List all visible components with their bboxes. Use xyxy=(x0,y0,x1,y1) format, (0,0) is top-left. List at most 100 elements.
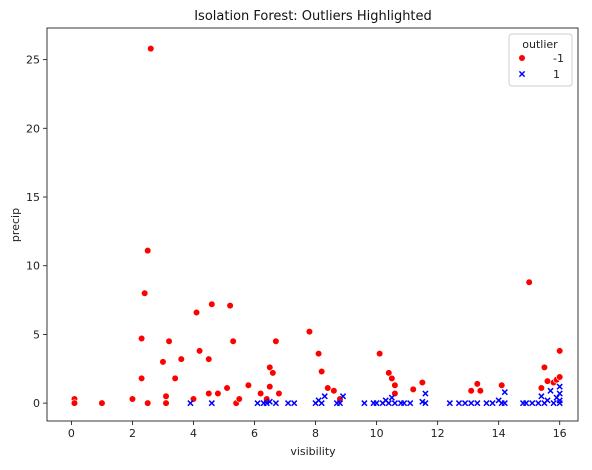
legend-label: 1 xyxy=(553,68,560,81)
outlier-point xyxy=(498,381,506,389)
inlier-point xyxy=(422,400,429,407)
inlier-point xyxy=(550,400,557,407)
inlier-point xyxy=(501,389,508,396)
inlier-point xyxy=(556,383,563,390)
inlier-point xyxy=(535,400,542,407)
inlier-point xyxy=(318,400,325,407)
outlier-point xyxy=(205,389,213,398)
chart-title: Isolation Forest: Outliers Highlighted xyxy=(194,9,432,24)
inlier-point xyxy=(556,390,563,397)
inlier-point xyxy=(483,400,490,407)
inlier-point xyxy=(284,400,292,407)
inlier-point xyxy=(529,400,536,407)
outlier-point xyxy=(476,387,484,395)
outlier-point xyxy=(388,374,396,383)
outlier-point xyxy=(391,389,399,398)
x-tick-label: 0 xyxy=(68,427,75,440)
outlier-point xyxy=(376,350,384,358)
outlier-point xyxy=(138,374,146,383)
legend-box xyxy=(508,33,573,87)
outlier-point xyxy=(205,355,213,363)
inlier-point xyxy=(522,400,530,407)
outlier-point xyxy=(409,385,417,393)
outlier-point xyxy=(144,247,152,255)
outlier-point xyxy=(473,380,481,388)
x-axis-label: visibility xyxy=(290,445,336,458)
y-tick-label: 25 xyxy=(26,54,40,67)
y-tick-label: 5 xyxy=(33,328,40,341)
inlier-point xyxy=(556,397,563,404)
inlier-point xyxy=(422,390,429,397)
outlier-point xyxy=(189,395,198,403)
inlier-point xyxy=(321,393,328,400)
outlier-point xyxy=(556,373,564,381)
plot-area: 0 2 4 6 8 10 12 14 16 0 5 10 15 20 25 xyxy=(26,27,579,440)
legend-title: outlier xyxy=(522,38,558,51)
outlier-point xyxy=(305,328,314,336)
y-tick-label: 0 xyxy=(33,397,40,410)
x-tick-label: 10 xyxy=(370,427,384,440)
inlier-point xyxy=(474,400,481,407)
inlier-point xyxy=(489,400,496,407)
outlier-point xyxy=(98,399,106,407)
outlier-point xyxy=(70,399,79,407)
outlier-point xyxy=(229,337,237,345)
legend: outlier -11 xyxy=(508,33,573,87)
outlier-point xyxy=(144,399,152,407)
y-axis: 0 5 10 15 20 25 xyxy=(26,54,47,410)
outlier-point xyxy=(257,389,265,398)
inlier-point xyxy=(388,394,395,401)
inlier-point xyxy=(266,398,273,405)
outlier-point xyxy=(385,369,393,377)
outlier-point xyxy=(138,334,146,343)
inlier-point xyxy=(361,400,368,407)
inlier-point xyxy=(187,400,194,407)
inlier-point xyxy=(547,387,554,394)
outlier-point xyxy=(244,381,253,389)
x-tick-label: 8 xyxy=(312,427,319,440)
outlier-point xyxy=(318,367,326,376)
outlier-point xyxy=(275,389,283,398)
outlier-point xyxy=(162,399,170,407)
inlier-point xyxy=(391,400,399,407)
outlier-point xyxy=(159,358,167,366)
x-tick-label: 2 xyxy=(129,427,136,440)
outlier-point xyxy=(467,387,475,395)
outlier-point xyxy=(418,378,426,387)
outlier-point xyxy=(543,377,552,385)
y-axis-label: precip xyxy=(9,208,22,242)
x-axis: 0 2 4 6 8 10 12 14 16 xyxy=(68,421,567,440)
outlier-point xyxy=(266,383,274,391)
inlier-point xyxy=(385,400,392,407)
outlier-point xyxy=(223,384,231,392)
legend-marker xyxy=(518,54,526,62)
data-points xyxy=(70,45,564,407)
inlier-point xyxy=(461,400,469,407)
outlier-point xyxy=(162,392,170,400)
inlier-point xyxy=(291,400,298,407)
outlier-point xyxy=(171,374,179,383)
outlier-point xyxy=(141,289,149,297)
outlier-point xyxy=(556,347,564,355)
x-tick-label: 6 xyxy=(251,427,258,440)
inlier-point xyxy=(501,400,508,407)
outlier-point xyxy=(272,337,280,345)
outlier-point xyxy=(195,347,204,355)
outlier-point xyxy=(235,395,243,403)
outlier-point xyxy=(324,384,332,392)
inlier-point xyxy=(208,400,215,407)
outlier-point xyxy=(226,301,234,310)
outlier-point xyxy=(177,355,185,363)
outlier-point xyxy=(537,384,545,392)
outlier-point xyxy=(330,387,338,395)
outlier-point xyxy=(128,395,137,403)
outlier-point xyxy=(266,363,274,372)
inlier-point xyxy=(254,400,261,407)
inlier-point xyxy=(400,400,408,407)
plot-frame xyxy=(46,27,579,422)
inlier-point xyxy=(407,400,414,407)
outlier-point xyxy=(315,350,323,358)
inlier-point xyxy=(446,400,453,407)
inlier-point xyxy=(336,400,344,407)
outlier-point xyxy=(165,337,173,345)
